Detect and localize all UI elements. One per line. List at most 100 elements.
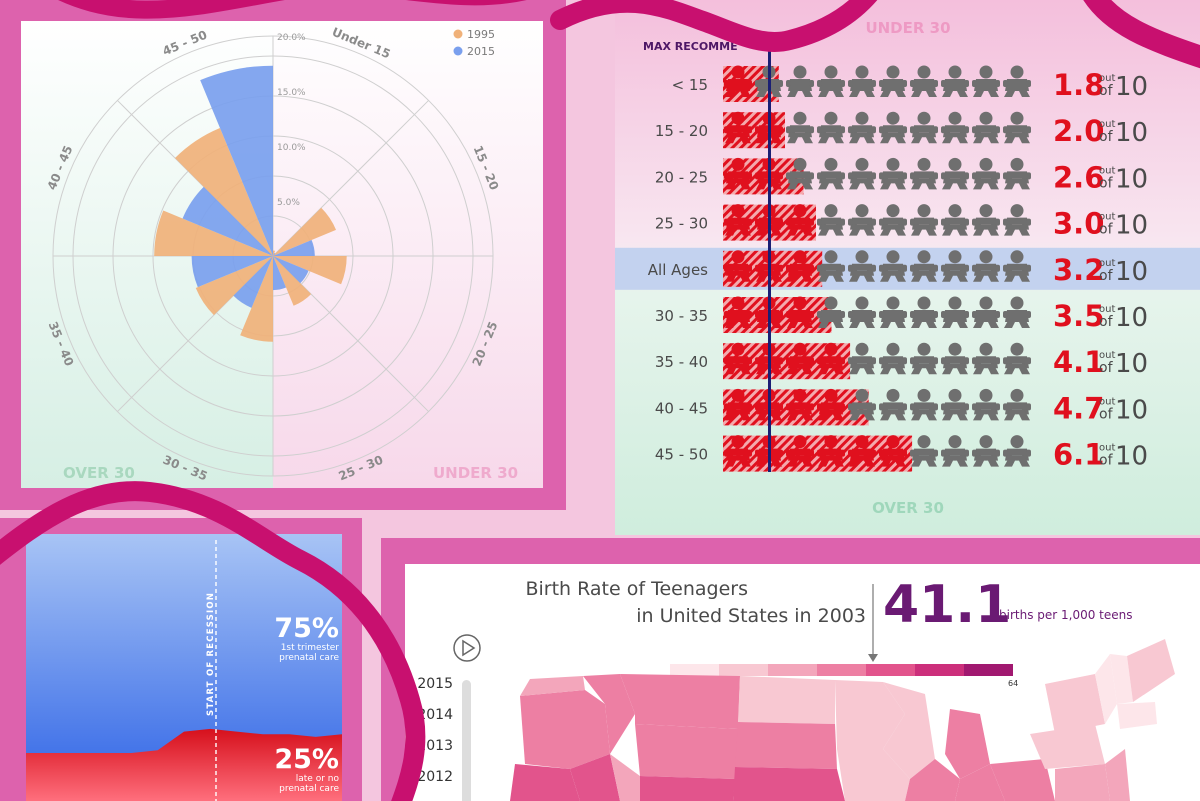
state-maryland[interactable]: [1055, 764, 1110, 801]
radial-bar-2015-20-25[interactable]: [273, 256, 309, 284]
year-label-2014[interactable]: 2014: [417, 707, 453, 723]
radial-bar-1995-45-50[interactable]: [174, 127, 273, 257]
state-washington[interactable]: [520, 676, 585, 696]
row-ten-text: 10: [1115, 72, 1148, 102]
legend-label-1995: 1995: [467, 28, 495, 41]
play-button[interactable]: [453, 634, 481, 662]
radial-bar-1995-20-25[interactable]: [273, 256, 347, 285]
legend-color-bin: [817, 664, 866, 676]
radial-tick-label: 20.0%: [277, 33, 306, 43]
state-pennsylvania[interactable]: [1030, 724, 1105, 769]
legend-color-bin: [768, 664, 817, 676]
state-montana[interactable]: [620, 674, 740, 729]
row-out-text: out: [1099, 119, 1115, 130]
row-ten-text: 10: [1115, 257, 1148, 287]
year-label-2013[interactable]: 2013: [417, 738, 453, 754]
radial-tick-label: 5.0%: [277, 198, 300, 208]
play-button-ring[interactable]: [453, 634, 481, 662]
row-label: 40 - 45: [655, 399, 708, 417]
row-label: 35 - 40: [655, 353, 708, 371]
side-label-under30: UNDER 30: [433, 464, 518, 482]
legend-label-2015: 2015: [467, 45, 495, 58]
row-out-text: out: [1099, 396, 1115, 407]
state-new-jersey[interactable]: [1105, 749, 1130, 801]
callout-line2-late-care: prenatal care: [279, 784, 339, 794]
radial-bar-1995-15-20[interactable]: [273, 207, 337, 256]
state-nevada[interactable]: [570, 754, 620, 801]
radial-bar-1995-30-35[interactable]: [240, 256, 273, 342]
state-vermont[interactable]: [1095, 654, 1117, 724]
state-michigan[interactable]: [945, 709, 990, 779]
state-iowa[interactable]: [837, 749, 910, 801]
recession-label: START OF RECESSION: [206, 592, 216, 716]
header-max-recommended: MAX RECOMME: [643, 40, 738, 53]
radial-bar-2015-40-45[interactable]: [182, 186, 273, 256]
row-value: 3.0: [1053, 207, 1104, 241]
pictogram-panel: UNDER 30 MAX RECOMME OVER 30 < 15 1.8 out o…: [615, 0, 1200, 535]
state-wyoming[interactable]: [635, 724, 738, 779]
legend-color-bin: [915, 664, 964, 676]
row-label: 30 - 35: [655, 307, 708, 325]
state-ohio[interactable]: [990, 759, 1055, 801]
play-icon[interactable]: [462, 639, 476, 657]
legend-swatch-1995: [453, 29, 463, 39]
callout-line1-first-trimester: 1st trimester: [281, 643, 340, 653]
legend-swatch-2015: [453, 46, 463, 56]
bottom-label-over30: OVER 30: [872, 499, 944, 517]
radial-bar-1995-35-40[interactable]: [195, 256, 273, 316]
state-idaho[interactable]: [583, 674, 635, 754]
row-value: 4.1: [1053, 345, 1104, 379]
state-oregon[interactable]: [520, 690, 610, 769]
row-value: 2.6: [1053, 160, 1104, 194]
radial-bar-2015-30-35[interactable]: [233, 256, 273, 308]
state-new-hampshire[interactable]: [1110, 654, 1133, 704]
state-massachusetts[interactable]: [1117, 702, 1157, 729]
map-big-value: 41.1: [883, 575, 1011, 635]
map-pointer-head: [868, 654, 878, 662]
us-states: [510, 639, 1175, 801]
state-new-york[interactable]: [1045, 674, 1105, 734]
row-label: All Ages: [648, 261, 708, 279]
state-wisconsin[interactable]: [883, 682, 935, 779]
row-ten-text: 10: [1115, 303, 1148, 333]
radial-bar-2015-under-15[interactable]: [273, 252, 276, 256]
state-north-dakota[interactable]: [738, 676, 835, 724]
highlight-band: [615, 247, 1200, 290]
row-value: 1.8: [1053, 68, 1104, 102]
row-of-text: of: [1099, 314, 1114, 330]
state-nebraska[interactable]: [733, 767, 845, 801]
year-label-2015[interactable]: 2015: [417, 676, 453, 692]
state-south-dakota[interactable]: [735, 722, 837, 769]
state-illinois[interactable]: [905, 759, 960, 801]
area-chart-panel: START OF RECESSION 75% 1st trimester pre…: [26, 534, 342, 801]
radial-bar-1995-40-45[interactable]: [154, 210, 273, 256]
map-panel: Birth Rate of Teenagers in United States…: [405, 564, 1200, 801]
state-california[interactable]: [510, 764, 580, 801]
row-of-text: of: [1099, 222, 1114, 238]
row-label: 45 - 50: [655, 446, 708, 464]
row-of-text: of: [1099, 83, 1114, 99]
year-label-2012[interactable]: 2012: [417, 769, 453, 785]
state-minnesota[interactable]: [835, 680, 905, 749]
radial-bar-2015-45-50[interactable]: [200, 65, 273, 256]
row-of-text: of: [1099, 453, 1114, 469]
state-colorado[interactable]: [640, 776, 735, 801]
row-out-text: out: [1099, 73, 1115, 84]
state-maine[interactable]: [1127, 639, 1175, 702]
choropleth-map: Birth Rate of Teenagers in United States…: [417, 575, 1175, 801]
radial-bar-2015-15-20[interactable]: [273, 240, 315, 256]
year-slider-track[interactable]: [462, 680, 471, 801]
radial-bar-1995-25-30[interactable]: [273, 256, 312, 306]
state-indiana[interactable]: [955, 764, 1005, 801]
radial-bar-1995-under-15[interactable]: [273, 250, 276, 257]
radial-tick-label: 10.0%: [277, 143, 306, 153]
radial-bar-2015-35-40[interactable]: [191, 256, 273, 288]
row-out-text: out: [1099, 350, 1115, 361]
radial-bar-2015-25-30[interactable]: [273, 256, 287, 291]
legend-max: 64: [1008, 679, 1018, 688]
state-utah[interactable]: [610, 754, 640, 801]
